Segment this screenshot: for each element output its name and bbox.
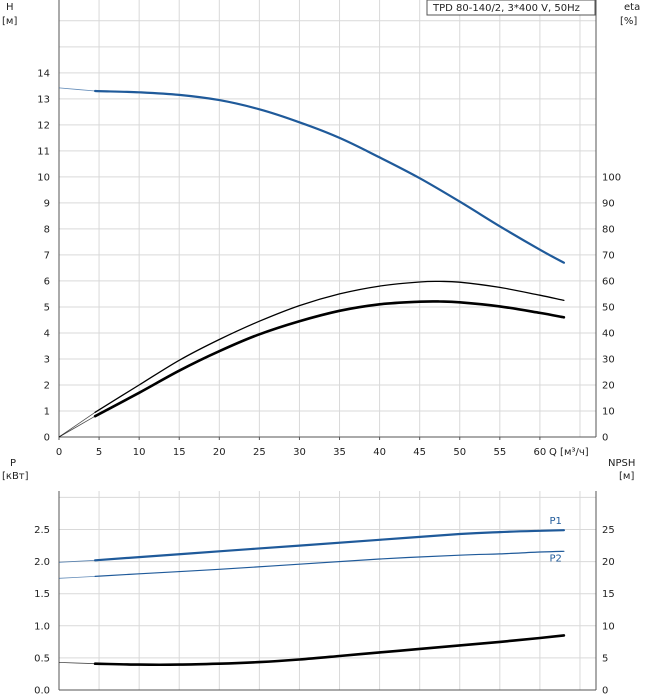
h-tick-label: 12 [37, 120, 50, 131]
x-tick-label: 10 [133, 447, 146, 458]
h-tick-label: 1 [44, 406, 50, 417]
series-npsh-line [93, 634, 566, 667]
x-tick-label: 5 [96, 447, 102, 458]
npsh-axis-title: NPSH [608, 458, 635, 469]
series [58, 87, 566, 667]
h-tick-label: 0 [44, 433, 50, 444]
series-p1-line [94, 529, 565, 562]
x-tick-label: 35 [333, 447, 346, 458]
p-tick-label: 2.5 [34, 525, 50, 536]
series-eta_total-extension [58, 415, 96, 438]
h-axis-unit: [м] [2, 16, 17, 27]
x-tick-label: 50 [453, 447, 466, 458]
eta-tick-label: 70 [602, 250, 615, 261]
h-tick-label: 11 [37, 146, 50, 157]
series-p1-extension [58, 559, 96, 563]
h-tick-label: 9 [44, 198, 50, 209]
p-axis-unit: [кВт] [2, 471, 29, 482]
h-tick-label: 4 [44, 328, 50, 339]
eta-tick-label: 30 [602, 354, 615, 365]
h-tick-label: 3 [44, 354, 50, 365]
npsh-axis-unit: [м] [619, 471, 634, 482]
npsh-tick-label: 25 [602, 525, 615, 536]
eta-axis-title: eta [624, 2, 640, 13]
x-tick-label: 0 [56, 447, 62, 458]
series-h-extension [58, 87, 96, 92]
series-eta-line [94, 280, 565, 413]
eta-tick-label: 100 [602, 172, 621, 183]
h-tick-label: 7 [44, 250, 50, 261]
eta-axis-unit: [%] [620, 16, 637, 27]
series-npsh-extension [58, 662, 96, 665]
p-tick-label: 2.0 [34, 557, 50, 568]
x-axis-label: Q [м³/ч] [549, 447, 589, 458]
eta-tick-label: 40 [602, 328, 615, 339]
eta-tick-label: 10 [602, 406, 615, 417]
x-tick-label: 20 [213, 447, 226, 458]
npsh-tick-label: 0 [602, 686, 608, 697]
series-labels: P1 P2 [550, 516, 562, 564]
series-p2-line [94, 550, 565, 577]
p-tick-label: 0.0 [34, 686, 50, 697]
eta-tick-label: 80 [602, 224, 615, 235]
npsh-tick-label: 15 [602, 589, 615, 600]
h-tick-label: 13 [37, 94, 50, 105]
p-tick-label: 0.5 [34, 653, 50, 664]
p-tick-label: 1.5 [34, 589, 50, 600]
model-label-box: TPD 80-140/2, 3*400 V, 50Hz [426, 0, 596, 16]
series-h-line [94, 89, 565, 264]
eta-tick-label: 20 [602, 380, 615, 391]
series-eta-extension [58, 411, 96, 438]
axes [58, 0, 597, 691]
h-tick-label: 2 [44, 380, 50, 391]
x-tick-label: 60 [534, 447, 547, 458]
npsh-tick-label: 5 [602, 653, 608, 664]
x-tick-label: 55 [493, 447, 506, 458]
h-tick-label: 5 [44, 302, 50, 313]
series-p2-extension [58, 576, 96, 579]
eta-tick-label: 60 [602, 276, 615, 287]
series-label-p2: P2 [550, 553, 562, 564]
x-tick-label: 15 [173, 447, 186, 458]
x-tick-label: 30 [293, 447, 306, 458]
series-label-p1: P1 [550, 516, 562, 527]
x-tick-label: 25 [253, 447, 266, 458]
h-tick-label: 10 [37, 172, 50, 183]
h-axis-title: H [6, 2, 14, 13]
tick-labels: 0 5 10 15 20 25 30 35 40 45 50 55 600123456789101112… [34, 68, 621, 696]
series-eta_total-line [93, 300, 566, 418]
x-tick-label: 40 [373, 447, 386, 458]
model-label: TPD 80-140/2, 3*400 V, 50Hz [432, 3, 580, 14]
x-tick-label: 45 [413, 447, 426, 458]
grid-lines [58, 0, 596, 691]
h-tick-label: 14 [37, 68, 50, 79]
h-tick-label: 8 [44, 224, 50, 235]
npsh-tick-label: 10 [602, 621, 615, 632]
eta-tick-label: 0 [602, 433, 608, 444]
eta-tick-label: 90 [602, 198, 615, 209]
axis-labels: H [м] eta [%] Q [м³/ч] P [кВт] NPSH [м] [2, 2, 640, 482]
h-tick-label: 6 [44, 276, 50, 287]
npsh-tick-label: 20 [602, 557, 615, 568]
p-axis-title: P [10, 458, 16, 469]
p-tick-label: 1.0 [34, 621, 50, 632]
eta-tick-label: 50 [602, 302, 615, 313]
